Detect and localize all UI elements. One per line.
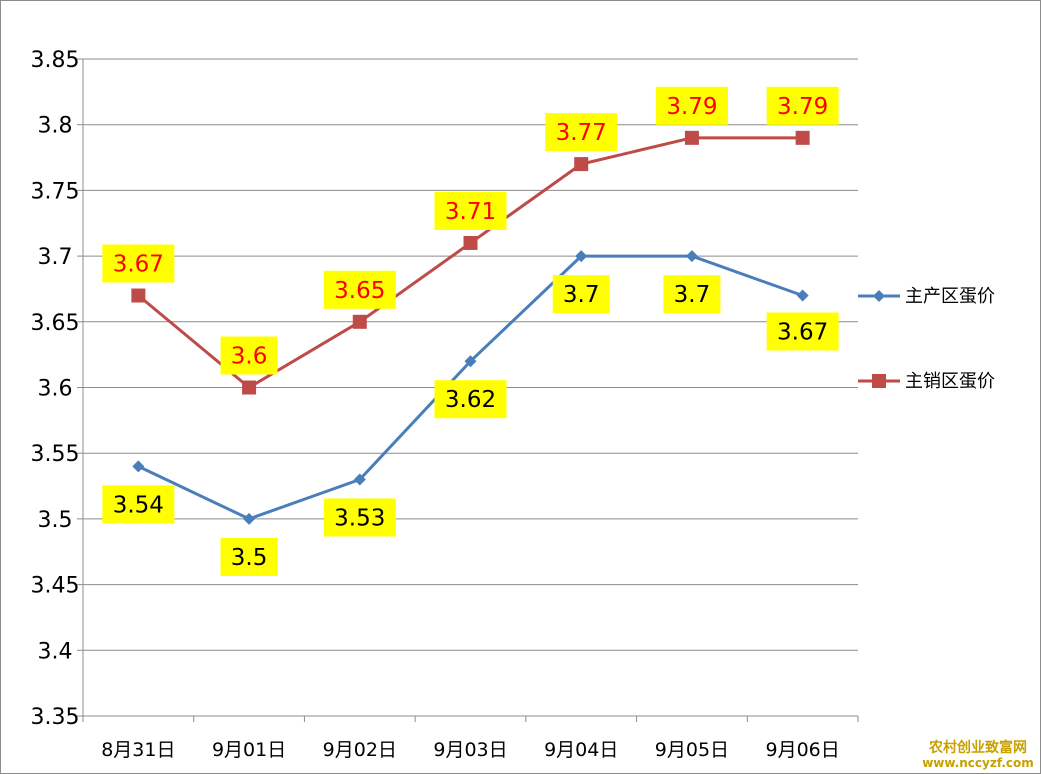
data-label: 3.7 [563,282,600,308]
y-tick-label: 3.65 [31,311,80,336]
data-point-diamond [132,460,145,473]
x-tick-labels: 8月31日 9月01日 9月02日 9月03日 9月04日 9月05日 9月06日 [101,739,840,761]
data-label-box [323,270,396,309]
x-tick-label: 9月05日 [655,739,729,761]
data-label-box [220,537,278,576]
data-point-square [242,380,257,395]
x-tick-label: 9月01日 [212,739,286,761]
data-point-diamond [685,250,698,263]
data-label-box [552,275,610,314]
data-label: 3.7 [674,282,711,308]
data-point-square [463,235,478,250]
legend-marker-square [872,374,886,388]
y-tick-label: 3.85 [31,48,80,73]
data-label: 3.5 [231,545,268,571]
data-point-diamond [796,289,809,302]
data-label-box [655,86,728,125]
data-label-box [220,336,278,375]
y-tick-labels: 3.35 3.4 3.45 3.5 3.55 3.6 3.65 3.7 3.75 3.8 3.85 [31,48,80,730]
data-label-box [323,498,396,537]
y-tick-label: 3.6 [38,377,73,402]
x-tick-label: 9月04日 [544,739,618,761]
data-point-square [795,130,810,145]
series-lines [131,130,810,525]
legend-label: 主产区蛋价 [905,286,995,307]
x-tick-label: 9月02日 [323,739,397,761]
watermark-background [921,737,1035,769]
axes [77,58,859,722]
data-label: 3.65 [334,278,385,304]
data-label: 3.54 [113,492,164,518]
y-tick-label: 3.8 [38,114,73,139]
data-label-box [766,86,839,125]
data-label: 3.71 [445,199,496,225]
data-label-box [434,191,507,230]
data-label: 3.79 [777,94,828,120]
data-label-box [102,244,175,283]
data-point-diamond [575,250,588,263]
data-label-box [434,380,507,419]
data-point-diamond [353,473,366,486]
data-label: 3.67 [113,252,164,278]
y-tick-label: 3.5 [38,508,73,533]
data-point-square [131,288,146,303]
data-label: 3.62 [445,387,496,413]
x-tick-label: 8月31日 [101,739,175,761]
data-labels: 3.54 3.5 3.53 3.62 3.7 3.7 3.67 3.67 3.6 3.65 3.71… [102,86,839,576]
data-label: 3.6 [231,344,268,370]
watermark: 农村创业致富网 www.nccyzf.com [921,737,1035,770]
legend-marker-diamond [873,290,885,302]
data-point-square [684,130,699,145]
y-tick-label: 3.45 [31,574,80,599]
legend-label: 主销区蛋价 [905,371,995,392]
data-label-box [545,113,618,152]
y-tick-label: 3.7 [38,245,73,270]
data-point-square [352,314,367,329]
y-tick-label: 3.4 [38,639,73,664]
data-label: 3.67 [777,320,828,346]
y-tick-label: 3.35 [31,705,80,730]
gridlines [83,58,858,651]
data-label-box [102,485,175,524]
data-label: 3.77 [556,120,607,146]
data-label-box [766,312,839,351]
data-label: 3.79 [666,94,717,120]
y-tick-label: 3.75 [31,179,80,204]
data-label: 3.53 [334,505,385,531]
x-tick-label: 9月03日 [433,739,507,761]
watermark-url: www.nccyzf.com [922,756,1034,770]
x-tick-label: 9月06日 [766,739,840,761]
data-point-diamond [243,512,256,525]
data-point-square [574,157,589,172]
y-tick-label: 3.55 [31,442,80,467]
watermark-title: 农村创业致富网 [928,739,1027,756]
data-point-diamond [464,355,477,368]
data-label-box [663,275,721,314]
